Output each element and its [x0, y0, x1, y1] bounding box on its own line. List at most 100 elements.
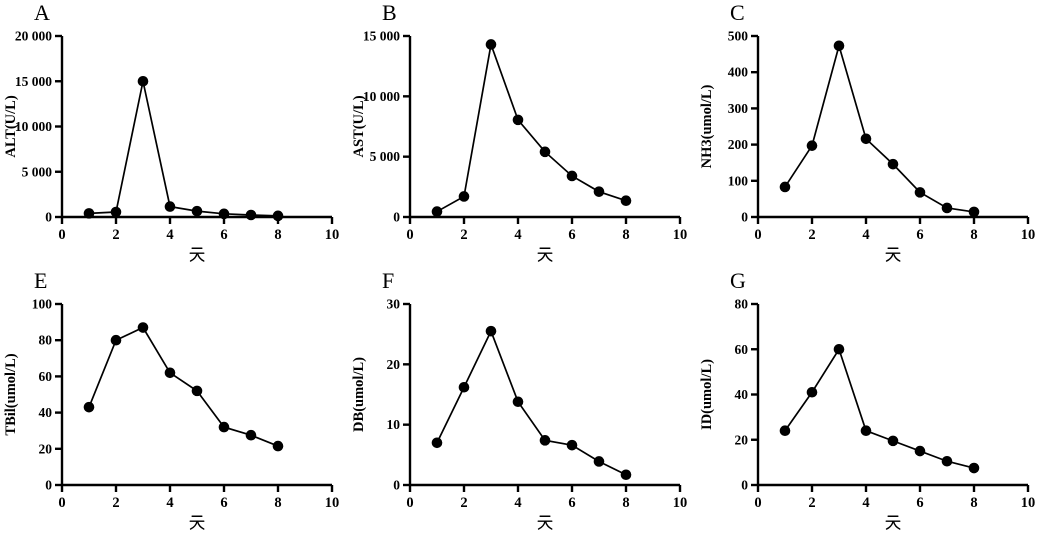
x-axis-label-tian-glyph [537, 515, 553, 530]
data-point [539, 146, 551, 158]
x-axis-label-tian-glyph [189, 247, 205, 262]
y-tick-label: 15 000 [363, 29, 400, 44]
data-point [218, 421, 230, 433]
y-tick-label: 100 [728, 173, 749, 188]
panel-letter-c: C [730, 0, 746, 25]
data-point [860, 425, 872, 436]
chart-nh3: 0 100 200 300 400 500 0 2 4 6 8 10 NH3(umol/L) [699, 29, 1035, 262]
x-tick-label: 10 [673, 495, 688, 511]
y-tick-label: 60 [735, 342, 749, 357]
x-tick-label: 2 [112, 495, 119, 511]
data-point [833, 40, 845, 52]
x-tick-label: 4 [862, 227, 869, 243]
data-point [218, 208, 230, 220]
chart-db: 0 10 20 30 0 2 4 6 8 10 DB(umol/L) [351, 297, 688, 530]
x-tick-label: 4 [514, 495, 521, 511]
y-tick-label: 0 [741, 210, 748, 225]
data-point [458, 191, 470, 202]
x-tick-label: 4 [166, 495, 173, 511]
data-point [272, 210, 284, 222]
data-point [779, 181, 791, 193]
panel-letter-b: B [382, 0, 398, 25]
y-tick-label: 500 [728, 29, 749, 44]
y-tick-label: 80 [735, 297, 749, 312]
y-axis-title: ALT(U/L) [3, 95, 19, 157]
x-tick-label: 4 [862, 495, 869, 511]
x-axis-label-tian-glyph [537, 247, 553, 262]
x-tick-label: 2 [460, 227, 467, 243]
data-point [164, 201, 176, 212]
data-point [431, 437, 443, 449]
x-tick-label: 4 [514, 227, 521, 243]
panel-letter-g: G [730, 268, 747, 293]
x-axis-label-tian-glyph [885, 515, 901, 530]
tian-left-leg-stroke [189, 252, 198, 262]
x-tick-label: 6 [916, 227, 923, 243]
tian-right-leg-stroke [196, 520, 205, 530]
data-point [941, 202, 953, 214]
data-point [566, 439, 578, 451]
y-tick-label: 80 [39, 333, 53, 348]
tian-left-leg-stroke [885, 252, 894, 262]
x-tick-label: 0 [58, 227, 65, 243]
tian-left-leg-stroke [537, 252, 546, 262]
data-line [784, 42, 975, 213]
data-point [137, 75, 149, 87]
y-tick-label: 0 [393, 210, 400, 225]
y-axis-title: NH3(umol/L) [699, 84, 715, 168]
data-point [620, 469, 632, 481]
y-tick-label: 0 [45, 478, 52, 493]
tian-right-leg-stroke [196, 252, 205, 262]
tian-right-leg-stroke [544, 520, 553, 530]
data-line [88, 81, 279, 217]
y-tick-label: 10 000 [15, 119, 52, 134]
data-point [887, 435, 899, 447]
data-line [784, 347, 975, 469]
data-point [272, 440, 284, 452]
x-tick-label: 10 [673, 227, 688, 243]
data-point [164, 367, 176, 379]
data-point [245, 209, 257, 221]
y-tick-label: 10 [387, 417, 401, 432]
tian-right-leg-stroke [544, 252, 553, 262]
data-point [110, 334, 122, 346]
panel-e: E 0 20 40 60 80 100 0 2 4 6 8 10 TBil(umol/L) [0, 268, 348, 535]
panel-letter-a: A [34, 0, 51, 25]
panel-g: G 0 20 40 60 80 0 2 4 6 8 10 ID(umol/L) [696, 268, 1044, 535]
data-point [512, 114, 524, 126]
x-tick-label: 6 [568, 227, 575, 243]
data-point [485, 39, 497, 50]
data-point [512, 396, 524, 408]
panel-b: B 0 5 000 10 000 15 000 0 2 4 6 8 10 AST(U/L) [348, 0, 696, 267]
y-tick-label: 5 000 [370, 149, 401, 164]
chart-alt: 0 5 000 10 000 15 000 20 000 0 2 4 6 8 10 ALT(U/L) [3, 29, 339, 262]
x-tick-label: 6 [220, 495, 227, 511]
data-point [458, 381, 470, 393]
y-tick-label: 20 [39, 441, 53, 456]
data-point [968, 206, 980, 218]
data-line [436, 329, 627, 476]
data-point [620, 195, 632, 207]
data-point [914, 445, 926, 457]
y-tick-label: 20 [735, 432, 749, 447]
y-tick-label: 10 000 [363, 89, 400, 104]
data-point [593, 456, 605, 467]
data-point [779, 425, 791, 436]
data-point [137, 322, 149, 333]
x-tick-label: 0 [406, 227, 413, 243]
panel-letter-f: F [382, 268, 395, 293]
x-tick-label: 8 [622, 495, 629, 511]
data-point [83, 401, 95, 413]
data-point [833, 343, 845, 355]
chart-ast: 0 5 000 10 000 15 000 0 2 4 6 8 10 AST(U/L) [351, 29, 688, 262]
panel-a: A 0 5 000 10 000 15 000 20 000 0 2 4 6 8 10 ALT(U/L… [0, 0, 348, 267]
tian-left-leg-stroke [885, 520, 894, 530]
y-tick-label: 300 [728, 101, 749, 116]
y-tick-label: 15 000 [15, 74, 52, 89]
y-axis-title: DB(umol/L) [351, 357, 367, 432]
data-point [191, 385, 203, 397]
x-tick-label: 10 [1021, 495, 1036, 511]
tian-left-leg-stroke [537, 520, 546, 530]
data-point [806, 140, 818, 151]
data-point [191, 205, 203, 217]
